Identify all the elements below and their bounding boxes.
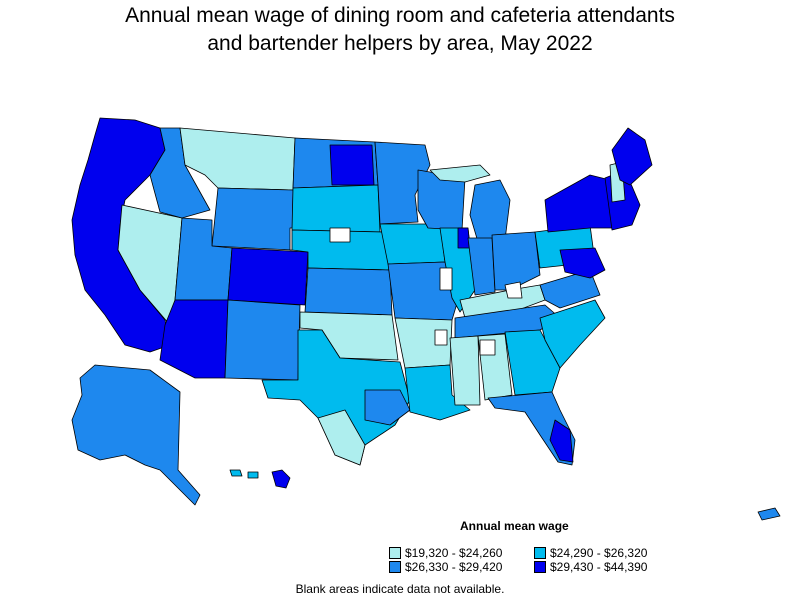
legend-swatch-1 — [389, 546, 401, 559]
region-blank-4 — [479, 339, 496, 356]
region-indiana[interactable] — [467, 237, 496, 296]
region-louisiana[interactable] — [404, 364, 471, 421]
region-alaska[interactable] — [71, 364, 201, 506]
region-maine[interactable] — [611, 127, 653, 186]
legend-swatch-4 — [534, 560, 546, 573]
region-blank-3 — [434, 329, 448, 346]
region-michigan-up[interactable] — [429, 164, 491, 183]
region-florida-south[interactable] — [549, 419, 574, 463]
title-line-2: and bartender helpers by area, May 2022 — [207, 32, 593, 55]
legend-title: Annual mean wage — [460, 519, 569, 533]
region-mississippi[interactable] — [449, 335, 481, 406]
legend-label-4: $29,430 - $44,390 — [550, 560, 648, 574]
legend-item-2: $24,290 - $26,320 — [534, 546, 647, 560]
region-kansas[interactable] — [304, 267, 393, 316]
region-carolinas[interactable] — [539, 299, 606, 369]
legend-swatch-2 — [534, 546, 546, 559]
region-hawaii-islands[interactable] — [229, 469, 259, 479]
region-blank-1 — [439, 267, 453, 291]
region-new-york[interactable] — [544, 174, 613, 233]
region-ohio[interactable] — [491, 231, 541, 291]
legend-label-2: $24,290 - $26,320 — [550, 546, 648, 560]
region-georgia[interactable] — [504, 329, 561, 396]
region-colorado[interactable] — [227, 247, 309, 306]
region-north-dakota-east[interactable] — [329, 144, 375, 186]
region-wyoming[interactable] — [211, 187, 294, 251]
legend-item-3: $26,330 - $29,420 — [389, 560, 502, 574]
region-blank-nebraska — [329, 227, 351, 243]
region-montana[interactable] — [179, 127, 296, 191]
region-minnesota[interactable] — [374, 141, 431, 225]
region-hawaii[interactable] — [271, 469, 291, 489]
legend-label-3: $26,330 - $29,420 — [405, 560, 503, 574]
region-south-dakota[interactable] — [291, 184, 381, 233]
region-puerto-rico[interactable] — [757, 507, 781, 521]
legend-item-4: $29,430 - $44,390 — [534, 560, 647, 574]
region-blank-2 — [504, 281, 523, 299]
legend-item-1: $19,320 - $24,260 — [389, 546, 502, 560]
region-mid-atlantic[interactable] — [559, 247, 606, 279]
region-texas-south[interactable] — [317, 409, 366, 466]
legend-swatch-3 — [389, 560, 401, 573]
region-arizona[interactable] — [159, 299, 229, 379]
map-title: Annual mean wage of dining room and cafe… — [0, 2, 800, 58]
title-line-1: Annual mean wage of dining room and cafe… — [125, 4, 675, 27]
region-texas-east[interactable] — [364, 389, 411, 426]
region-iowa[interactable] — [379, 223, 446, 265]
legend-label-1: $19,320 - $24,260 — [405, 546, 503, 560]
region-michigan[interactable] — [469, 179, 511, 243]
region-new-mexico[interactable] — [224, 299, 301, 381]
blank-areas-note: Blank areas indicate data not available. — [295, 582, 505, 596]
